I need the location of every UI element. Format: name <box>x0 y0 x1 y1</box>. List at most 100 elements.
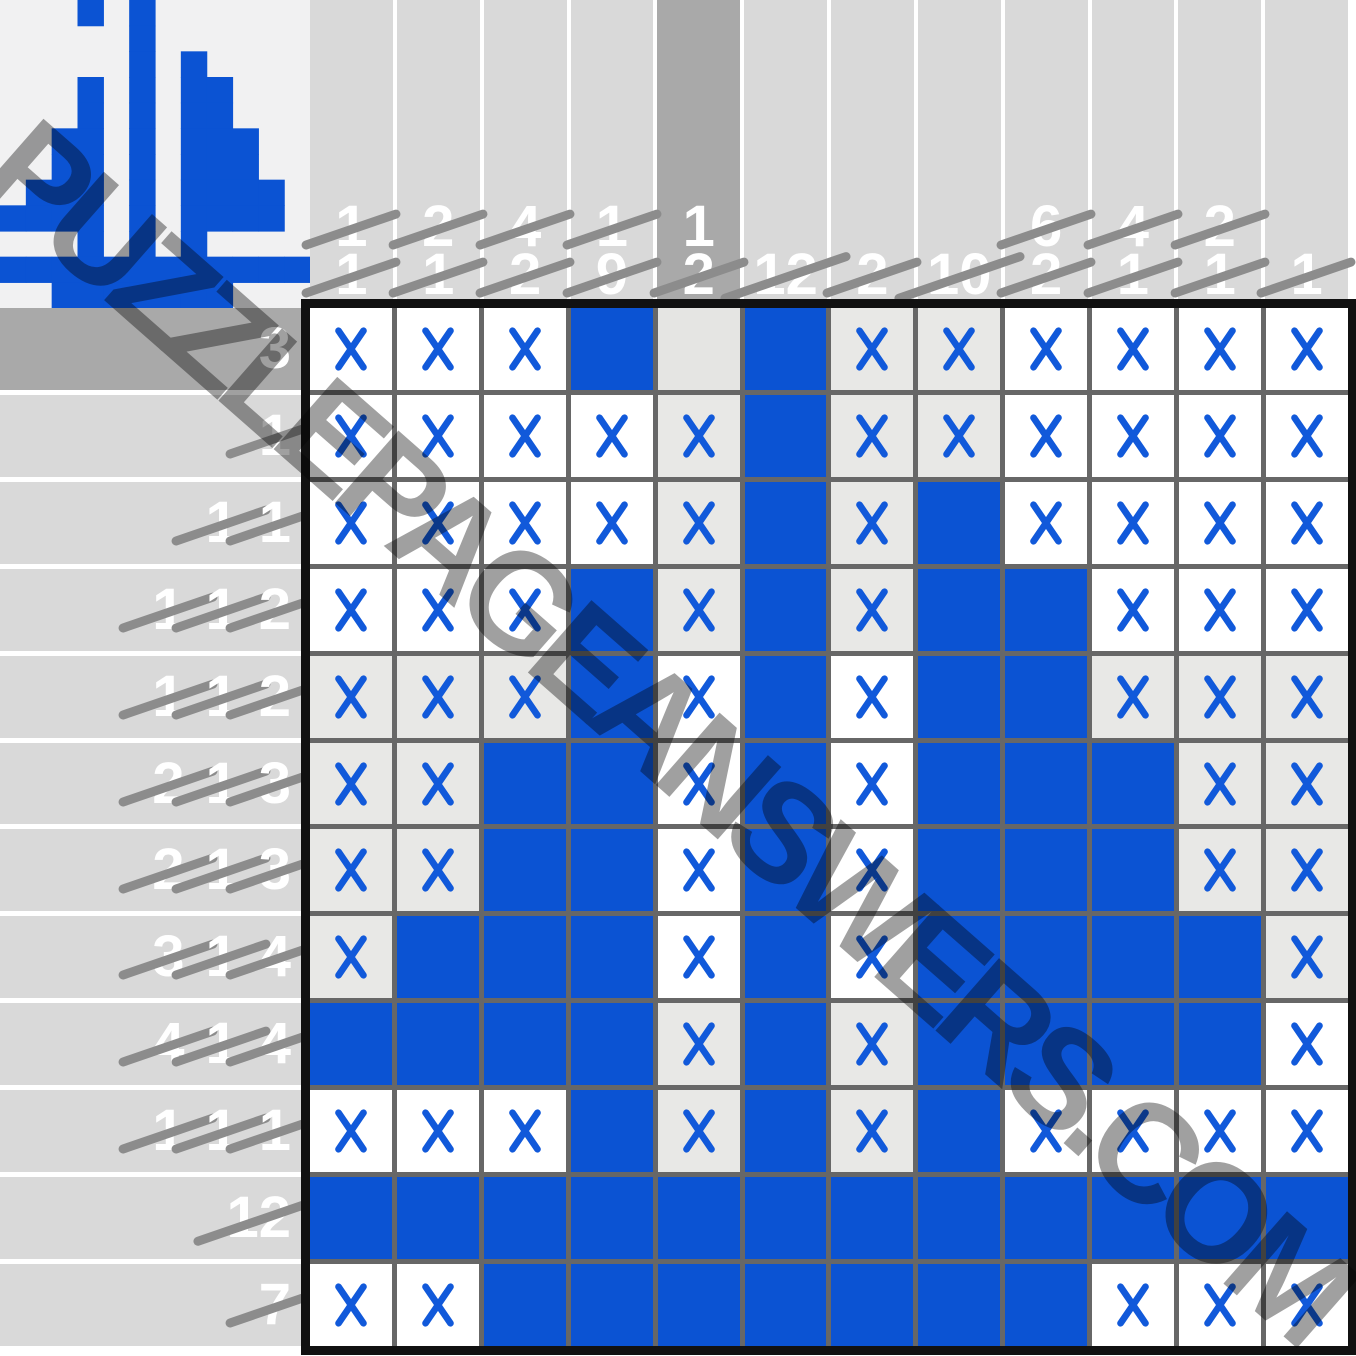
grid-cell-r2c4[interactable] <box>570 394 653 477</box>
row-clue-1[interactable]: 3 <box>0 308 306 390</box>
grid-cell-r7c12[interactable] <box>1266 829 1348 912</box>
grid-cell-r3c10[interactable] <box>1092 481 1175 564</box>
grid-cell-r4c4[interactable] <box>570 568 653 651</box>
grid-cell-r5c12[interactable] <box>1266 655 1348 738</box>
grid-cell-r2c3[interactable] <box>483 394 566 477</box>
grid-cell-r7c2[interactable] <box>396 829 479 912</box>
grid-cell-r3c7[interactable] <box>831 481 914 564</box>
grid-cell-r2c1[interactable] <box>310 394 392 477</box>
grid-cell-r10c8[interactable] <box>918 1090 1001 1173</box>
grid-cell-r12c1[interactable] <box>310 1264 392 1346</box>
grid-cell-r7c9[interactable] <box>1005 829 1088 912</box>
grid-cell-r3c12[interactable] <box>1266 481 1348 564</box>
grid-cell-r11c3[interactable] <box>483 1177 566 1260</box>
grid-cell-r5c10[interactable] <box>1092 655 1175 738</box>
grid-cell-r3c8[interactable] <box>918 481 1001 564</box>
grid-cell-r10c12[interactable] <box>1266 1090 1348 1173</box>
grid-cell-r6c7[interactable] <box>831 742 914 825</box>
grid-cell-r3c11[interactable] <box>1179 481 1262 564</box>
grid-cell-r9c7[interactable] <box>831 1003 914 1086</box>
grid-cell-r8c10[interactable] <box>1092 916 1175 999</box>
grid-cell-r11c10[interactable] <box>1092 1177 1175 1260</box>
grid-cell-r11c8[interactable] <box>918 1177 1001 1260</box>
grid-cell-r9c5[interactable] <box>657 1003 740 1086</box>
grid-cell-r9c12[interactable] <box>1266 1003 1348 1086</box>
grid-cell-r1c10[interactable] <box>1092 308 1175 390</box>
grid-cell-r8c7[interactable] <box>831 916 914 999</box>
grid-cell-r12c9[interactable] <box>1005 1264 1088 1346</box>
grid-cell-r6c10[interactable] <box>1092 742 1175 825</box>
grid-cell-r5c2[interactable] <box>396 655 479 738</box>
grid-cell-r5c6[interactable] <box>744 655 827 738</box>
grid-cell-r7c10[interactable] <box>1092 829 1175 912</box>
grid-cell-r2c11[interactable] <box>1179 394 1262 477</box>
grid-cell-r10c3[interactable] <box>483 1090 566 1173</box>
grid-cell-r8c11[interactable] <box>1179 916 1262 999</box>
row-clue-12[interactable]: 7 <box>0 1264 306 1346</box>
grid-cell-r6c5[interactable] <box>657 742 740 825</box>
grid-cell-r7c3[interactable] <box>483 829 566 912</box>
grid-cell-r5c7[interactable] <box>831 655 914 738</box>
grid-cell-r7c8[interactable] <box>918 829 1001 912</box>
grid-cell-r4c11[interactable] <box>1179 568 1262 651</box>
grid-cell-r4c3[interactable] <box>483 568 566 651</box>
grid-cell-r11c6[interactable] <box>744 1177 827 1260</box>
grid-cell-r5c5[interactable] <box>657 655 740 738</box>
grid-cell-r7c4[interactable] <box>570 829 653 912</box>
grid-cell-r10c1[interactable] <box>310 1090 392 1173</box>
grid-cell-r10c9[interactable] <box>1005 1090 1088 1173</box>
grid-cell-r1c3[interactable] <box>483 308 566 390</box>
grid-cell-r8c2[interactable] <box>396 916 479 999</box>
grid-cell-r8c1[interactable] <box>310 916 392 999</box>
grid-cell-r1c4[interactable] <box>570 308 653 390</box>
grid-cell-r7c6[interactable] <box>744 829 827 912</box>
grid-cell-r9c2[interactable] <box>396 1003 479 1086</box>
grid-cell-r10c5[interactable] <box>657 1090 740 1173</box>
grid-cell-r12c4[interactable] <box>570 1264 653 1346</box>
grid-cell-r2c5[interactable] <box>657 394 740 477</box>
grid-cell-r1c12[interactable] <box>1266 308 1348 390</box>
grid-cell-r2c8[interactable] <box>918 394 1001 477</box>
grid-cell-r3c1[interactable] <box>310 481 392 564</box>
grid-cell-r5c4[interactable] <box>570 655 653 738</box>
grid-cell-r1c6[interactable] <box>744 308 827 390</box>
grid-cell-r1c8[interactable] <box>918 308 1001 390</box>
grid-cell-r11c11[interactable] <box>1179 1177 1262 1260</box>
grid-cell-r8c5[interactable] <box>657 916 740 999</box>
grid-cell-r4c9[interactable] <box>1005 568 1088 651</box>
grid-cell-r2c6[interactable] <box>744 394 827 477</box>
grid-cell-r4c7[interactable] <box>831 568 914 651</box>
grid-cell-r12c5[interactable] <box>657 1264 740 1346</box>
grid-cell-r4c5[interactable] <box>657 568 740 651</box>
grid-cell-r11c12[interactable] <box>1266 1177 1348 1260</box>
grid-cell-r11c1[interactable] <box>310 1177 392 1260</box>
grid-cell-r8c9[interactable] <box>1005 916 1088 999</box>
grid-cell-r8c6[interactable] <box>744 916 827 999</box>
grid-cell-r10c10[interactable] <box>1092 1090 1175 1173</box>
grid-cell-r7c5[interactable] <box>657 829 740 912</box>
grid-cell-r10c4[interactable] <box>570 1090 653 1173</box>
grid-cell-r1c2[interactable] <box>396 308 479 390</box>
grid-cell-r8c3[interactable] <box>483 916 566 999</box>
grid-cell-r11c2[interactable] <box>396 1177 479 1260</box>
grid-cell-r4c2[interactable] <box>396 568 479 651</box>
col-clue-8[interactable]: 10 <box>917 0 1001 304</box>
grid-cell-r6c4[interactable] <box>570 742 653 825</box>
col-clue-12[interactable]: 1 <box>1265 0 1348 304</box>
grid-cell-r9c11[interactable] <box>1179 1003 1262 1086</box>
grid-cell-r6c2[interactable] <box>396 742 479 825</box>
row-clue-2[interactable]: 1 <box>0 394 306 477</box>
grid-cell-r12c10[interactable] <box>1092 1264 1175 1346</box>
grid-cell-r3c2[interactable] <box>396 481 479 564</box>
grid-cell-r1c5[interactable] <box>657 308 740 390</box>
grid-cell-r12c6[interactable] <box>744 1264 827 1346</box>
grid-cell-r11c4[interactable] <box>570 1177 653 1260</box>
grid-cell-r7c7[interactable] <box>831 829 914 912</box>
grid-cell-r9c6[interactable] <box>744 1003 827 1086</box>
